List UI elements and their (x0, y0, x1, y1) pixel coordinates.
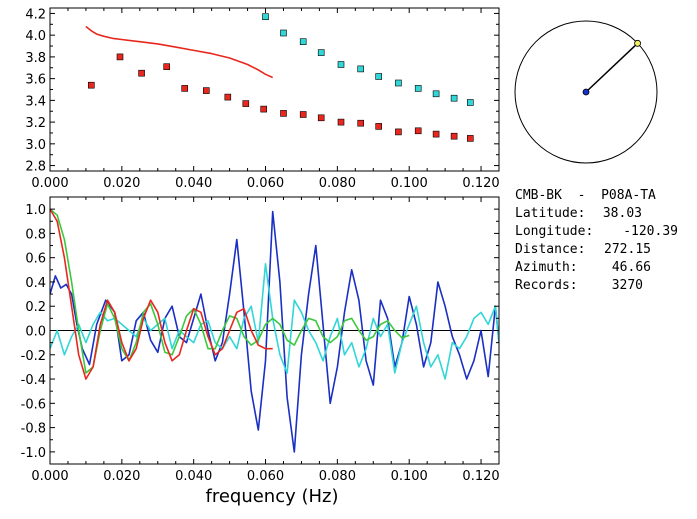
top-y-tick-label: 2.8 (25, 160, 46, 175)
info-latitude-label: Latitude: (515, 206, 585, 221)
top-series-0-point (395, 128, 402, 136)
top-series-0-point (432, 130, 440, 138)
top-y-tick-label: 3.6 (25, 73, 46, 88)
top-series-0-point (88, 81, 95, 89)
top-x-tick-label: 0.020 (103, 176, 140, 191)
top-series-0-point (242, 100, 250, 107)
info-records-value: 3270 (612, 278, 643, 293)
bottom-y-tick-label: -0.8 (21, 422, 46, 437)
top-y-tick-label: 4.0 (25, 29, 46, 44)
top-series-0-point (317, 114, 325, 122)
azimuth-line (585, 42, 639, 93)
compass-ring (514, 20, 658, 164)
top-series-1-point (432, 90, 440, 98)
top-velocity-plot: 0.000 0.020 0.040 0.060 0.080 0.100 0.120 2.8 3.… (25, 7, 499, 191)
top-series-1-point (357, 65, 365, 73)
top-y-tick-label: 4.2 (25, 7, 46, 22)
bottom-series-3-line (50, 208, 273, 380)
top-series-1-point (280, 29, 287, 37)
bottom-x-tick-label: 0.020 (103, 469, 140, 484)
top-series-1-point (317, 49, 325, 56)
top-series-0-point (299, 111, 307, 118)
top-y-tick-label: 3.4 (25, 94, 46, 109)
top-series-0-point (450, 132, 458, 140)
bottom-x-axis-label: frequency (Hz) (205, 486, 338, 507)
info-records-label: Records: (515, 278, 578, 293)
top-x-tick-label: 0.080 (319, 176, 356, 191)
top-x-tick-label: 0.040 (175, 176, 212, 191)
bottom-y-tick-label: -1.0 (21, 446, 46, 461)
top-x-tick-label: 0.100 (391, 176, 428, 191)
top-series-0-point (375, 123, 383, 130)
bottom-x-tick-label: 0.060 (247, 469, 284, 484)
bottom-y-tick-label: 0.0 (25, 325, 46, 340)
station-info: CMB-BK - P08A-TA Latitude: 38.03 Longitu… (515, 188, 678, 293)
compass-center-dot (582, 88, 590, 96)
info-azimuth-label: Azimuth: (515, 260, 578, 275)
bottom-series-1-line (50, 262, 499, 380)
station-pair: CMB-BK - P08A-TA (515, 188, 656, 203)
bottom-x-tick-label: 0.040 (175, 469, 212, 484)
top-series-0-point (280, 110, 287, 117)
azimuth-end-dot (634, 39, 641, 47)
top-y-tick-label: 3.0 (25, 138, 46, 153)
bottom-y-tick-label: -0.4 (21, 373, 46, 388)
top-series-0-point (357, 119, 365, 127)
top-series-2-line (85, 25, 274, 79)
top-series-1-point (395, 79, 402, 87)
top-series-0-point (260, 105, 268, 113)
azimuth-compass (514, 20, 658, 164)
info-latitude-value: 38.03 (603, 206, 642, 221)
bottom-x-tick-label: 0.120 (462, 469, 499, 484)
bottom-y-tick-label: 0.6 (25, 252, 46, 267)
bottom-y-tick-label: -0.6 (21, 397, 46, 412)
bottom-plot-marks (50, 208, 499, 453)
top-series-1-point (262, 13, 269, 20)
top-series-1-point (337, 61, 345, 68)
top-series-1-point (450, 94, 458, 102)
top-series-0-point (466, 135, 474, 142)
bottom-series-0-line (50, 210, 499, 453)
top-series-1-point (414, 85, 422, 92)
top-series-0-point (181, 85, 188, 92)
bottom-x-tick-label: 0.100 (391, 469, 428, 484)
info-distance-label: Distance: (515, 242, 585, 257)
bottom-y-tick-label: 0.8 (25, 227, 46, 242)
top-x-tick-label: 0.060 (247, 176, 284, 191)
bottom-waveform-plot: 0.000 0.020 0.040 0.060 0.080 0.100 0.120 -1.0 -… (21, 196, 500, 507)
top-series-1-point (466, 99, 474, 106)
info-longitude-value: -120.39 (623, 224, 678, 239)
top-series-1-point (299, 38, 307, 46)
top-series-0-point (414, 127, 422, 135)
bottom-series-2-line (50, 208, 410, 374)
bottom-plot-axes: 0.000 0.020 0.040 0.060 0.080 0.100 0.120 -1.0 -… (21, 196, 500, 484)
top-series-0-point (116, 53, 124, 61)
bottom-x-tick-label: 0.000 (31, 469, 68, 484)
top-series-0-point (337, 118, 345, 126)
top-series-0-point (203, 87, 210, 94)
top-x-tick-label: 0.000 (31, 176, 68, 191)
info-azimuth-value: 46.66 (612, 260, 651, 275)
info-longitude-label: Longitude: (515, 224, 593, 239)
top-y-tick-label: 3.8 (25, 51, 46, 66)
bottom-x-tick-label: 0.080 (319, 469, 356, 484)
bottom-y-tick-label: 1.0 (25, 203, 46, 218)
bottom-y-tick-label: -0.2 (21, 349, 46, 364)
top-series-0-point (138, 69, 145, 77)
top-series-0-point (163, 63, 170, 71)
top-y-tick-label: 3.2 (25, 116, 46, 131)
info-distance-value: 272.15 (604, 242, 651, 257)
bottom-y-tick-label: 0.4 (25, 276, 46, 291)
top-series-0-point (224, 93, 232, 101)
top-plot-axes: 0.000 0.020 0.040 0.060 0.080 0.100 0.120 2.8 3.… (25, 7, 499, 191)
top-plot-marks (85, 13, 474, 142)
top-plot-frame (49, 7, 500, 172)
bottom-y-tick-label: 0.2 (25, 300, 46, 315)
top-x-tick-label: 0.120 (462, 176, 499, 191)
top-series-1-point (375, 73, 383, 80)
